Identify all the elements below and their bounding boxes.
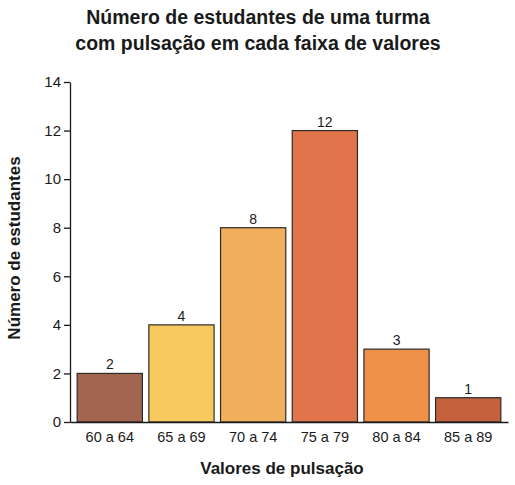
x-tick: 60 a 64 — [86, 429, 134, 445]
bar — [77, 373, 142, 422]
title-line: com pulsação em cada faixa de valores — [75, 32, 440, 54]
y-tick: 6 — [53, 268, 70, 285]
y-tick-label: 0 — [53, 413, 61, 430]
x-axis-title: Valores de pulsação — [200, 459, 363, 478]
y-tick-label: 10 — [44, 170, 61, 187]
chart: Número de estudantes de uma turma com pul… — [0, 0, 515, 485]
x-tick: 85 a 89 — [444, 429, 492, 445]
y-tick: 8 — [53, 219, 70, 236]
data-label: 12 — [317, 114, 333, 130]
y-tick: 4 — [53, 316, 70, 333]
data-label: 4 — [178, 308, 186, 324]
y-tick-label: 14 — [44, 73, 61, 90]
bar — [149, 325, 214, 422]
y-tick: 12 — [44, 122, 70, 139]
data-label: 1 — [464, 381, 472, 397]
x-tick: 75 a 79 — [301, 429, 349, 445]
x-axis-line — [71, 422, 509, 423]
x-tick: 65 a 69 — [157, 429, 205, 445]
y-tick-mark — [64, 276, 70, 277]
x-tick-label: 70 a 74 — [229, 429, 277, 445]
y-tick-label: 8 — [53, 219, 61, 236]
y-tick-label: 6 — [53, 268, 61, 285]
y-tick-mark — [64, 373, 70, 374]
title: Número de estudantes de uma turma com pul… — [75, 6, 440, 54]
x-tick-label: 65 a 69 — [157, 429, 205, 445]
x-tick-label: 60 a 64 — [86, 429, 134, 445]
x-tick: 80 a 84 — [372, 429, 420, 445]
x-axis: 60 a 64 65 a 69 70 a 74 75 a 79 80 a 84 85 a … — [71, 423, 509, 446]
data-label: 8 — [249, 211, 257, 227]
y-tick-mark — [64, 179, 70, 180]
y-tick-mark — [64, 422, 70, 423]
y-axis-title: Número de estudantes — [5, 156, 24, 339]
bar — [436, 398, 501, 422]
y-tick-label: 2 — [53, 365, 61, 382]
y-tick: 14 — [44, 73, 70, 90]
y-tick: 10 — [44, 170, 70, 187]
bar — [221, 228, 286, 422]
data-label: 3 — [393, 332, 401, 348]
y-tick-label: 12 — [44, 122, 61, 139]
data-label: 2 — [106, 356, 114, 372]
y-tick-mark — [64, 325, 70, 326]
y-tick-mark — [64, 228, 70, 229]
title-line: Número de estudantes de uma turma — [86, 6, 430, 28]
x-tick-label: 75 a 79 — [301, 429, 349, 445]
x-tick-label: 80 a 84 — [372, 429, 420, 445]
plot: 24812310246810121460 a 6465 a 6970 a 747… — [44, 73, 508, 445]
x-tick: 70 a 74 — [229, 429, 277, 445]
bars — [77, 131, 501, 422]
y-axis: 0 2 4 6 8 10 12 14 — [44, 73, 70, 430]
y-tick: 2 — [53, 365, 70, 382]
bar — [364, 349, 429, 422]
y-tick-label: 4 — [53, 316, 61, 333]
bar — [292, 131, 357, 422]
y-tick: 0 — [53, 413, 70, 430]
data-labels: 2 4 8 12 3 1 — [106, 114, 472, 397]
x-tick-label: 85 a 89 — [444, 429, 492, 445]
y-axis-line — [70, 83, 71, 423]
y-tick-mark — [64, 130, 70, 131]
y-tick-mark — [64, 82, 70, 83]
